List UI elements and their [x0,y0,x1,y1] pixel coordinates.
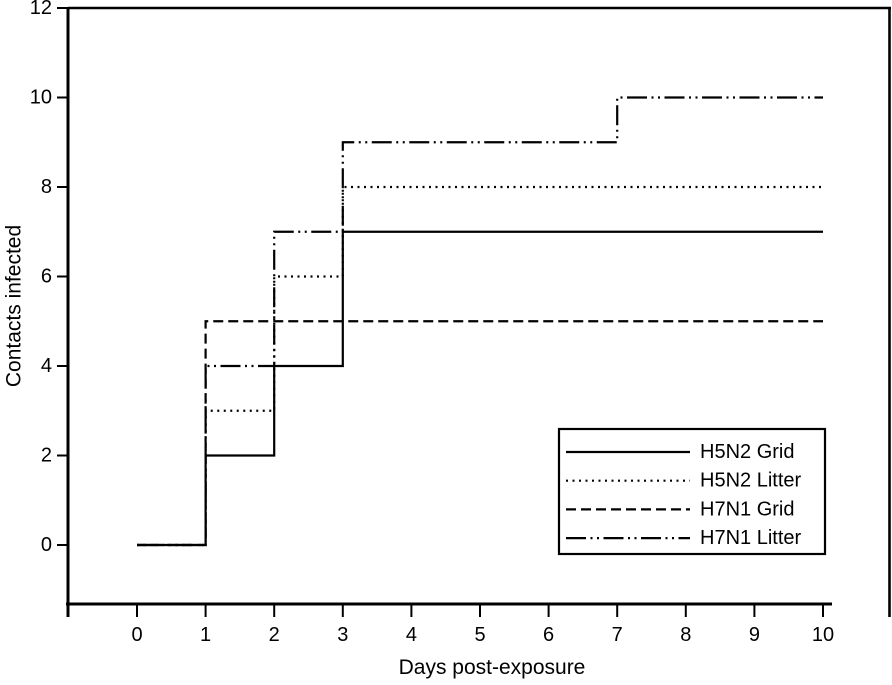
y-tick-label: 4 [41,355,52,377]
legend-item-h7n1-grid: H7N1 Grid [566,498,794,520]
x-tick-label: 10 [812,624,834,646]
legend-item-h5n2-litter: H5N2 Litter [566,470,801,492]
x-tick-label: 3 [337,624,348,646]
x-tick-label: 2 [269,624,280,646]
x-tick-label: 9 [749,624,760,646]
y-tick-label: 12 [30,0,52,19]
x-tick-label: 0 [131,624,142,646]
legend-box [557,427,827,556]
legend-item-h5n2-grid: H5N2 Grid [566,441,794,463]
y-axis-ticks: 0 2 4 6 8 10 12 [30,0,68,556]
y-tick-label: 8 [41,176,52,198]
legend-label: H5N2 Litter [700,470,801,492]
x-axis-title: Days post-exposure [399,656,586,679]
x-tick-label: 1 [200,624,211,646]
y-tick-label: 10 [30,87,52,109]
y-axis-title: Contacts infected [3,225,26,387]
legend-label: H7N1 Grid [700,498,794,520]
x-tick-label: 7 [612,624,623,646]
legend-label: H5N2 Grid [700,441,794,463]
x-tick-label: 8 [680,624,691,646]
series-line-h5n2-grid [137,230,823,547]
legend: H5N2 Grid H5N2 Litter H7N1 Grid H7N1 Litter [557,427,827,556]
legend-item-h7n1-litter: H7N1 Litter [566,527,801,549]
y-tick-label: 2 [41,445,52,467]
y-tick-label: 6 [41,266,52,288]
x-tick-label: 6 [543,624,554,646]
x-tick-label: 5 [474,624,485,646]
legend-label: H7N1 Litter [700,527,801,549]
y-tick-label: 0 [41,534,52,556]
x-axis-ticks: 0 1 2 3 4 5 6 7 8 9 10 [131,604,834,646]
x-tick-label: 4 [406,624,417,646]
